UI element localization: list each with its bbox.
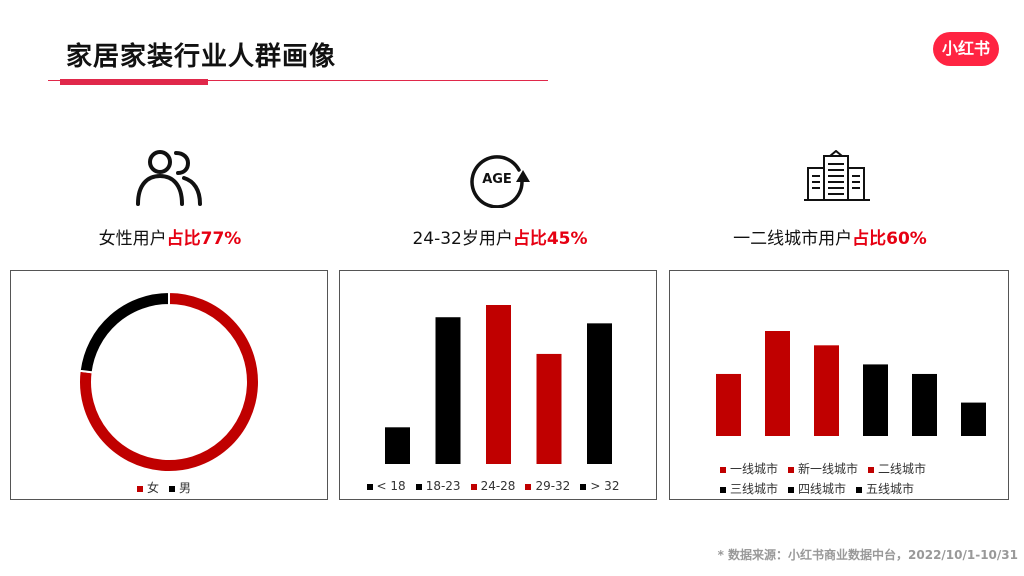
city-chart-panel: 一线城市 新一线城市 二线城市三线城市 四线城市 五线城市: [669, 270, 1009, 500]
age-legend: < 18 18-23 24-28 29-32 > 32: [340, 479, 656, 493]
donut-slice-0: [78, 290, 260, 473]
bar-5: [961, 402, 986, 436]
bar-2: [486, 305, 511, 464]
gender-donut-chart: [78, 290, 260, 473]
legend-swatch: [415, 483, 422, 490]
legend-swatch: [470, 483, 477, 490]
bar-2: [814, 345, 839, 436]
bar-4: [587, 323, 612, 464]
legend-label: < 18: [376, 479, 406, 493]
legend-label: 24-28: [480, 479, 516, 493]
legend-item: 三线城市: [720, 479, 778, 499]
bar-3: [536, 353, 562, 464]
legend-item: 男: [169, 479, 191, 496]
legend-label: 女: [146, 481, 159, 495]
bar-3: [863, 364, 888, 436]
legend-swatch: [720, 466, 726, 473]
legend-label: 18-23: [425, 479, 461, 493]
bar-4: [912, 373, 937, 436]
legend-label: 三线城市: [730, 482, 779, 496]
legend-swatch: [788, 486, 795, 493]
legend-item: 二线城市: [868, 459, 926, 479]
page-title: 家居家装行业人群画像: [66, 42, 337, 72]
legend-label: 四线城市: [798, 482, 847, 496]
stat-highlight: 占比60%: [852, 229, 927, 249]
stat-city: 一二线城市用户占比60%: [700, 224, 960, 249]
legend-item: 四线城市: [788, 479, 846, 499]
legend-label: > 32: [590, 479, 620, 493]
legend-item: < 18: [366, 479, 406, 493]
stat-label: 24-32岁用户: [412, 229, 513, 249]
city-bar-chart: [716, 331, 986, 436]
legend-item: 新一线城市: [788, 459, 858, 479]
age-icon: AGE: [470, 155, 530, 208]
stat-label: 女性用户: [98, 229, 167, 249]
xiaohongshu-logo: 小红书: [933, 32, 999, 66]
legend-item: 18-23: [415, 479, 461, 493]
age-bar-chart: [385, 305, 612, 464]
legend-label: 新一线城市: [798, 462, 859, 476]
stat-label: 一二线城市用户: [733, 229, 853, 249]
age-chart-panel: < 18 18-23 24-28 29-32 > 32: [339, 270, 657, 500]
title-underline: [48, 80, 548, 81]
legend-swatch: [720, 486, 726, 493]
legend-item: 29-32: [525, 479, 570, 493]
legend-label: 29-32: [535, 479, 571, 493]
bar-1: [435, 317, 461, 464]
legend-item: > 32: [580, 479, 619, 493]
svg-text:AGE: AGE: [482, 172, 512, 187]
stat-highlight: 占比77%: [166, 229, 242, 249]
stat-female: 女性用户占比77%: [40, 224, 300, 249]
legend-swatch: [525, 483, 532, 490]
legend-swatch: [169, 485, 175, 492]
bar-0: [385, 427, 410, 464]
legend-item: 女: [136, 479, 159, 496]
legend-swatch: [366, 483, 373, 490]
legend-swatch: [580, 483, 587, 490]
legend-swatch: [856, 486, 863, 493]
city-legend: 一线城市 新一线城市 二线城市三线城市 四线城市 五线城市: [720, 459, 980, 499]
legend-label: 一线城市: [730, 462, 779, 476]
users-icon: [136, 150, 202, 206]
legend-label: 五线城市: [866, 482, 915, 496]
data-source-footnote: * 数据来源：小红书商业数据中台，2022/10/1-10/31: [717, 548, 1018, 562]
stat-highlight: 占比45%: [512, 229, 588, 249]
building-icon: [804, 150, 870, 201]
legend-swatch: [788, 466, 795, 473]
legend-item: 一线城市: [720, 459, 778, 479]
legend-swatch: [868, 466, 875, 473]
stat-age: 24-32岁用户占比45%: [370, 224, 630, 249]
bar-1: [765, 331, 790, 436]
legend-item: 五线城市: [856, 479, 914, 499]
legend-swatch: [136, 485, 143, 492]
title-accent-bar: [60, 79, 208, 85]
gender-chart-panel: 女男: [10, 270, 328, 500]
legend-label: 男: [179, 481, 192, 495]
donut-slice-1: [78, 290, 170, 374]
legend-label: 二线城市: [878, 462, 927, 476]
legend-item: 24-28: [470, 479, 516, 493]
bar-0: [716, 373, 741, 436]
gender-legend: 女男: [11, 479, 327, 496]
